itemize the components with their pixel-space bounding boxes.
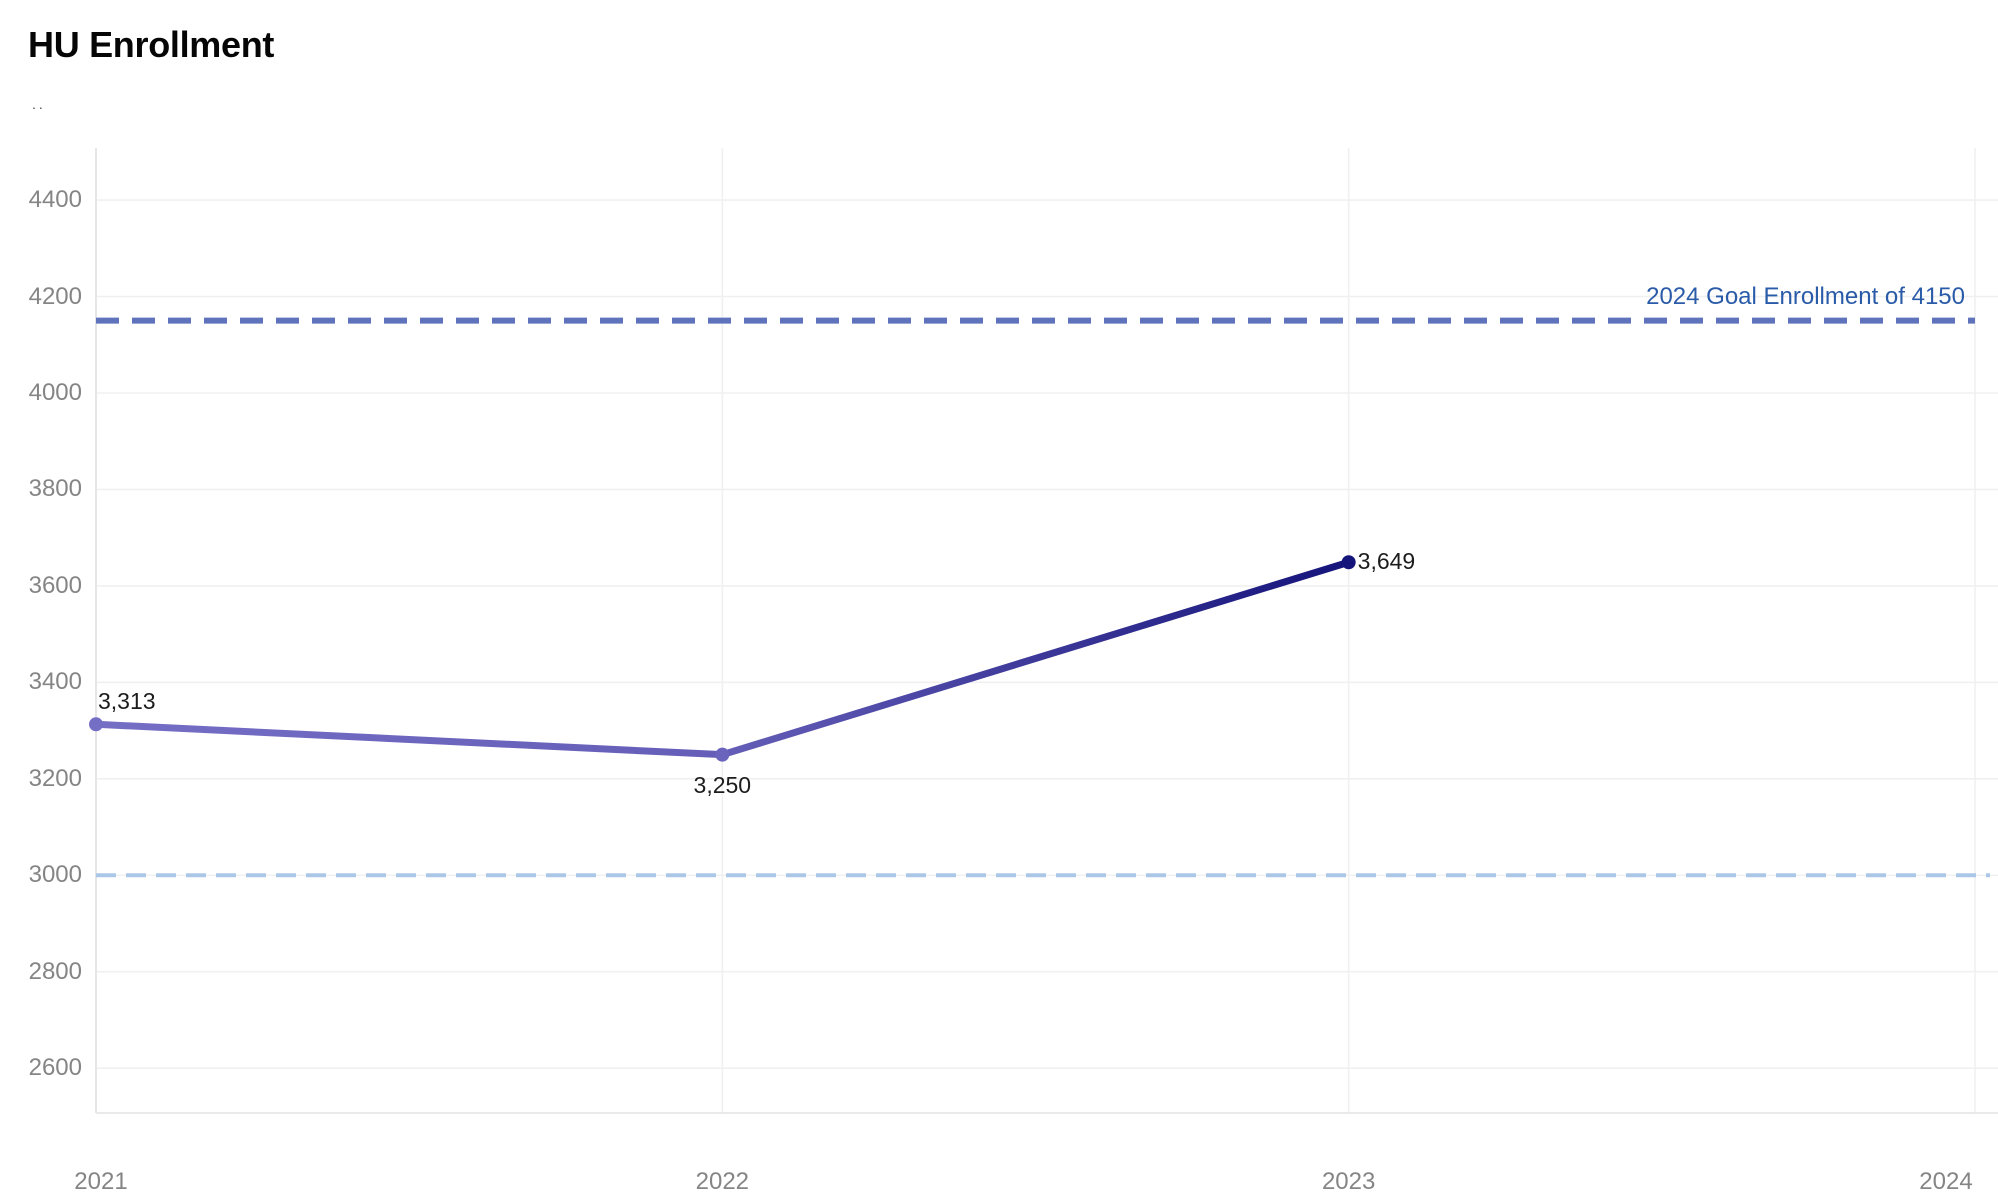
- y-tick-label-4200: 4200: [28, 282, 82, 310]
- data-point-marker-2021[interactable]: [89, 717, 103, 732]
- data-point-label-2023: 3,649: [1357, 548, 1416, 575]
- x-tick-label-2022: 2022: [695, 1168, 750, 1195]
- x-tick-label-2023: 2023: [1321, 1168, 1376, 1195]
- y-tick-label-2600: 2600: [28, 1054, 82, 1082]
- y-tick-label-3400: 3400: [28, 668, 82, 696]
- subtitle-dots: ..: [32, 96, 46, 112]
- x-tick-label-2021: 2021: [74, 1168, 128, 1195]
- page-title: HU Enrollment: [28, 24, 275, 65]
- y-tick-label-4400: 4400: [28, 186, 82, 214]
- y-tick-label-3000: 3000: [28, 861, 82, 889]
- y-tick-label-4000: 4000: [28, 378, 82, 406]
- y-tick-label-3200: 3200: [28, 764, 82, 792]
- data-point-label-2021: 3,313: [98, 688, 156, 715]
- x-tick-label-2024: 2024: [1919, 1168, 1973, 1195]
- data-point-marker-2022[interactable]: [715, 747, 730, 762]
- y-tick-label-2800: 2800: [28, 957, 82, 985]
- y-tick-label-3600: 3600: [28, 571, 82, 599]
- data-point-label-2022: 3,250: [693, 771, 752, 798]
- y-tick-label-3800: 3800: [28, 475, 82, 503]
- data-point-marker-2023[interactable]: [1341, 555, 1356, 570]
- goal-line-label: 2024 Goal Enrollment of 4150: [1646, 283, 1965, 310]
